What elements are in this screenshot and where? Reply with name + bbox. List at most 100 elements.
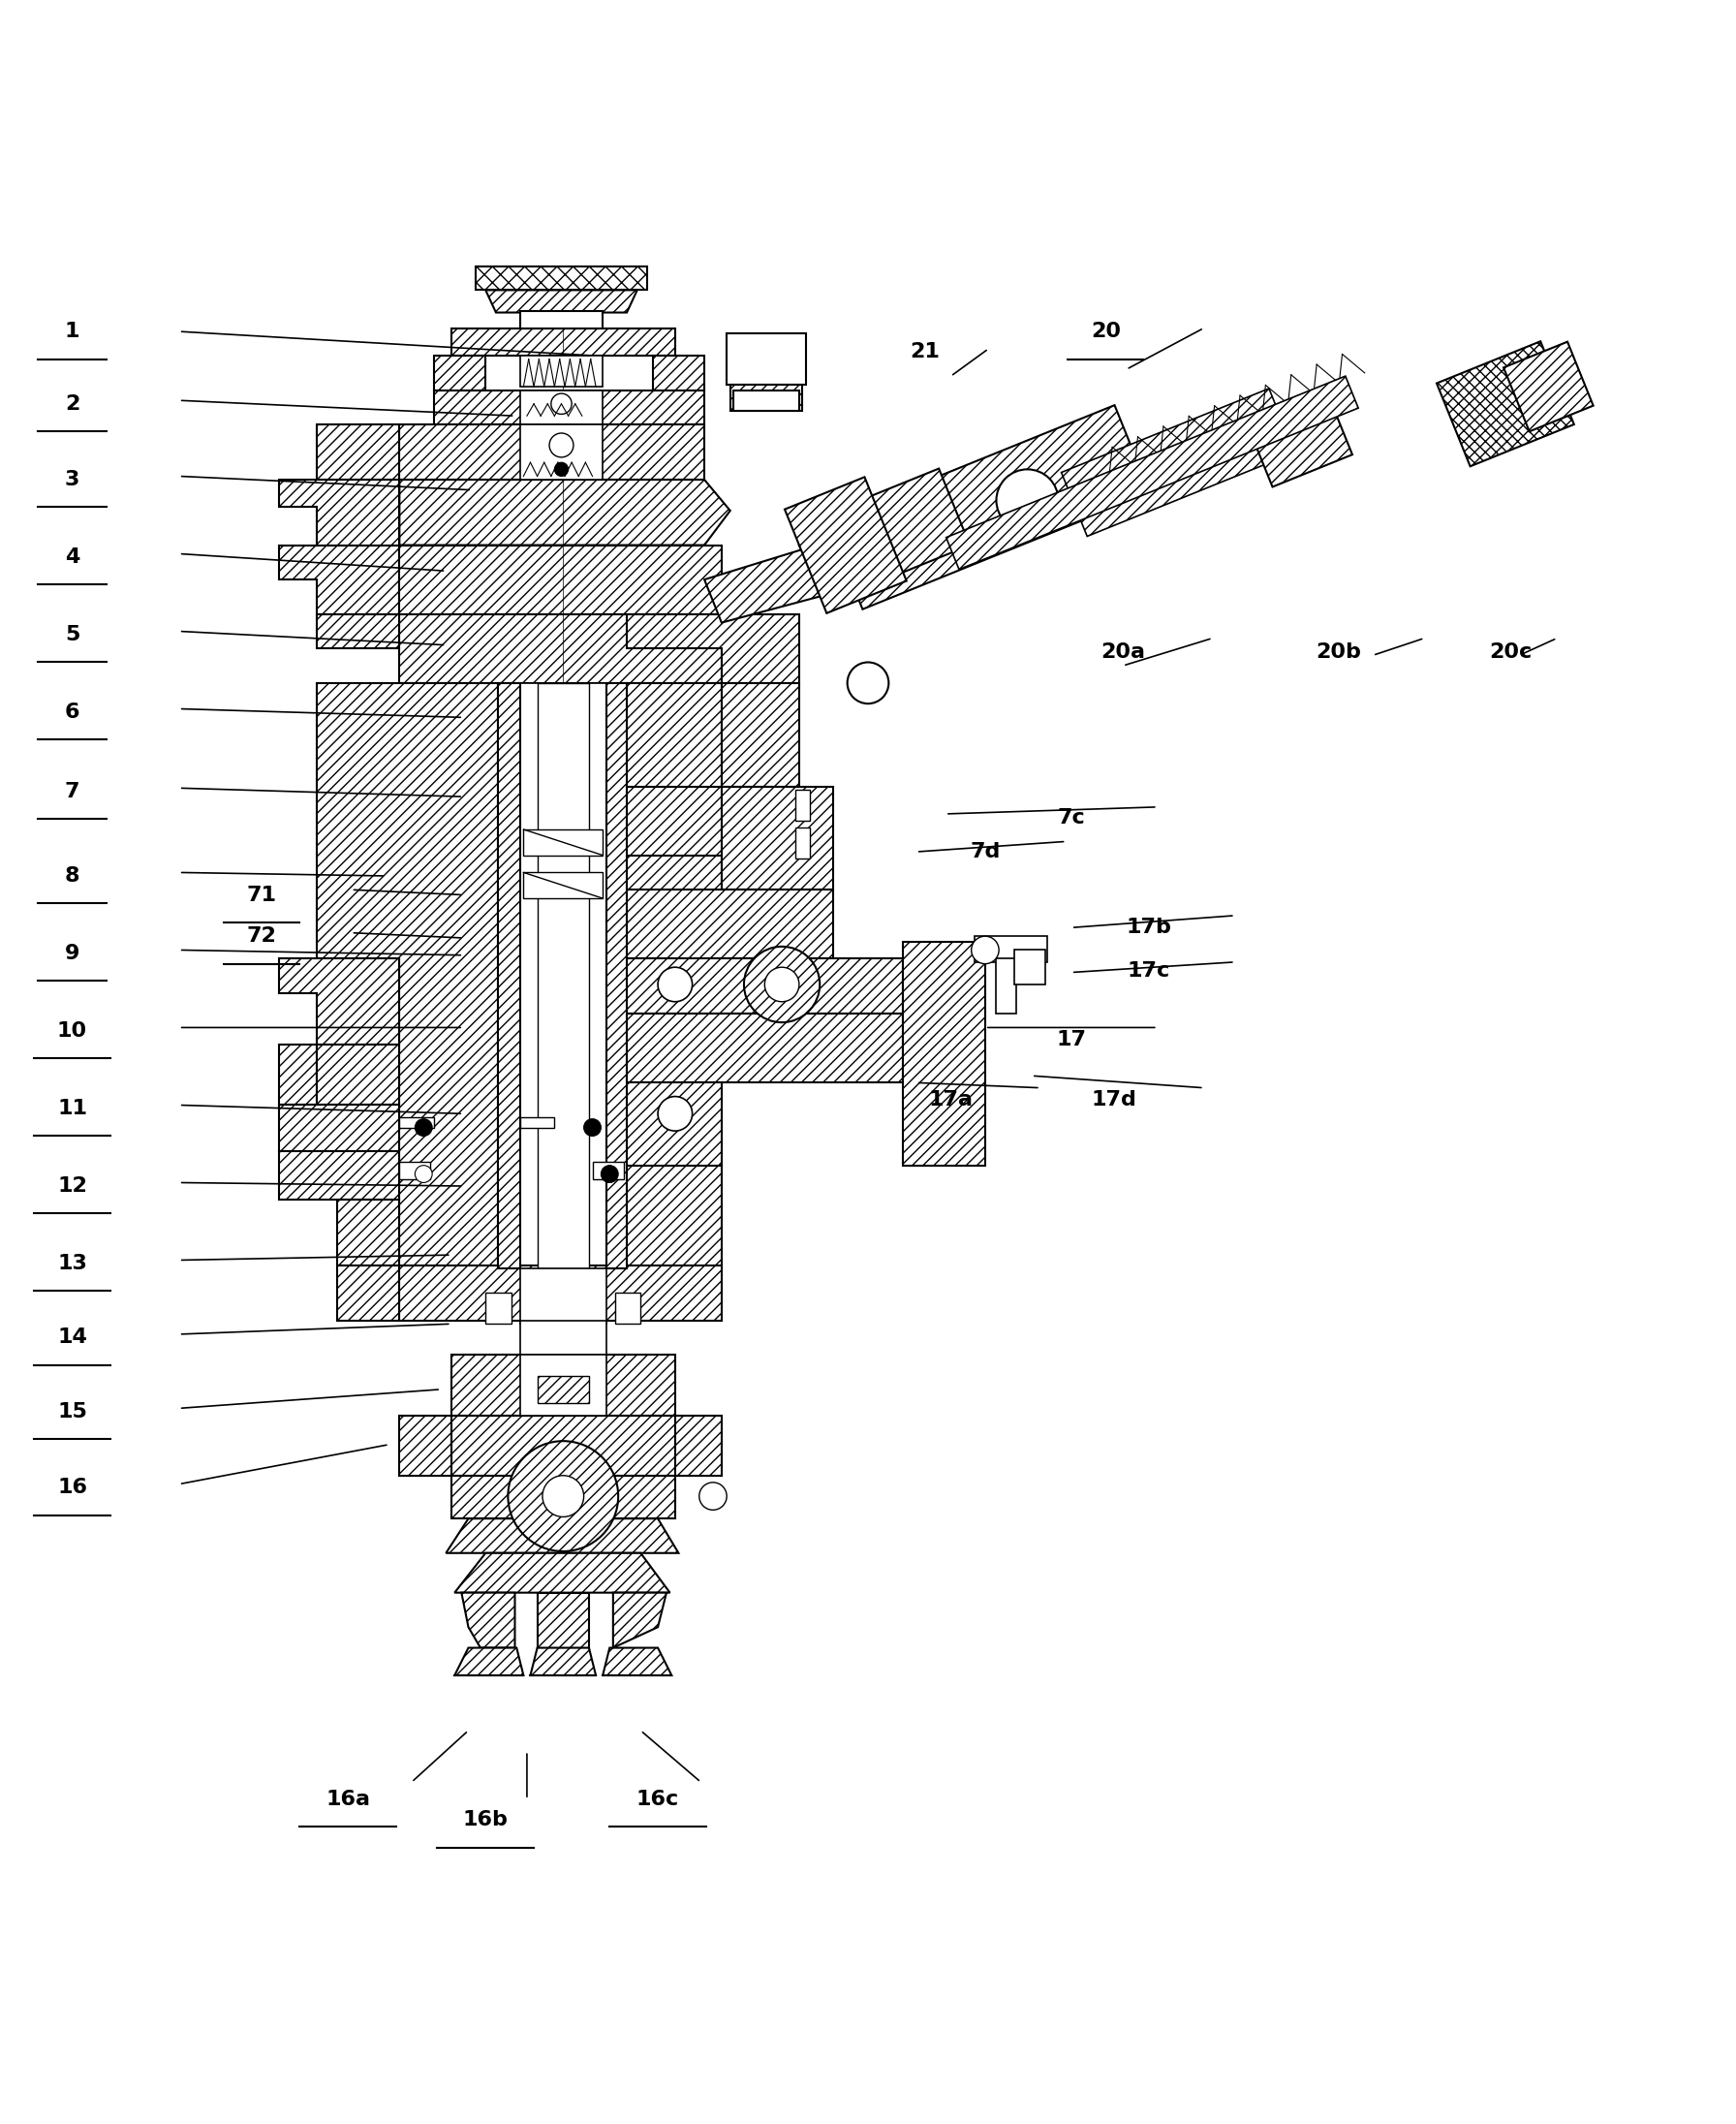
Circle shape	[658, 1096, 693, 1130]
Polygon shape	[627, 684, 722, 1268]
Text: 15: 15	[57, 1402, 87, 1421]
Bar	[524, 828, 602, 856]
Bar	[795, 790, 809, 820]
Polygon shape	[722, 786, 833, 890]
Polygon shape	[279, 1045, 316, 1104]
Polygon shape	[399, 1266, 722, 1321]
Polygon shape	[613, 1593, 667, 1648]
Text: 17a: 17a	[929, 1090, 972, 1109]
Text: 7: 7	[64, 782, 80, 801]
Text: 20c: 20c	[1489, 641, 1531, 663]
Circle shape	[415, 1166, 432, 1183]
Polygon shape	[486, 291, 637, 312]
Polygon shape	[531, 1648, 595, 1676]
Circle shape	[549, 433, 573, 457]
Bar	[592, 1162, 623, 1179]
Polygon shape	[627, 786, 722, 856]
Polygon shape	[826, 406, 1149, 610]
Text: 21: 21	[910, 342, 939, 361]
Polygon shape	[455, 1648, 524, 1676]
Bar	[615, 1294, 641, 1323]
Polygon shape	[434, 391, 705, 425]
Text: 17b: 17b	[1127, 918, 1172, 937]
Polygon shape	[835, 469, 970, 586]
Text: 8: 8	[64, 867, 80, 886]
Polygon shape	[606, 684, 627, 1268]
Polygon shape	[316, 684, 498, 1268]
Polygon shape	[455, 1553, 670, 1593]
Polygon shape	[451, 327, 675, 355]
Bar	[521, 391, 602, 425]
Text: 17: 17	[1055, 1030, 1087, 1049]
Circle shape	[415, 1119, 432, 1136]
Circle shape	[972, 937, 998, 964]
Bar	[521, 355, 602, 387]
Text: 4: 4	[64, 548, 80, 567]
Polygon shape	[399, 480, 731, 546]
Bar	[524, 873, 602, 898]
Polygon shape	[653, 355, 705, 391]
Polygon shape	[536, 1593, 589, 1648]
Text: 12: 12	[57, 1177, 87, 1196]
Text: 7c: 7c	[1057, 807, 1085, 826]
Polygon shape	[675, 1415, 722, 1476]
Text: 3: 3	[64, 469, 80, 489]
Bar	[536, 684, 589, 1268]
Polygon shape	[279, 1151, 399, 1200]
Polygon shape	[627, 1083, 722, 1166]
Bar	[521, 1268, 606, 1323]
Bar	[1014, 949, 1045, 983]
Polygon shape	[799, 501, 911, 580]
Polygon shape	[627, 1013, 903, 1083]
Bar	[521, 1117, 554, 1128]
Polygon shape	[316, 1045, 399, 1104]
Polygon shape	[279, 1104, 399, 1151]
Text: 2: 2	[64, 395, 80, 414]
Polygon shape	[337, 1200, 399, 1266]
Polygon shape	[316, 425, 399, 480]
Polygon shape	[446, 1519, 679, 1553]
Polygon shape	[399, 425, 705, 480]
Polygon shape	[705, 546, 851, 622]
Polygon shape	[399, 546, 722, 614]
Circle shape	[601, 1166, 618, 1183]
Polygon shape	[1503, 342, 1594, 431]
Polygon shape	[451, 1355, 675, 1415]
Circle shape	[764, 966, 799, 1003]
Text: 16a: 16a	[326, 1791, 370, 1810]
Bar	[976, 937, 1047, 962]
Bar	[727, 333, 806, 384]
Polygon shape	[1061, 389, 1295, 537]
Polygon shape	[731, 384, 802, 410]
Circle shape	[550, 393, 571, 414]
Circle shape	[509, 1440, 618, 1551]
Polygon shape	[316, 614, 399, 648]
Text: 1: 1	[64, 321, 80, 342]
Bar	[399, 1162, 431, 1179]
Text: 16: 16	[57, 1478, 87, 1497]
Bar	[399, 1117, 434, 1128]
Text: 11: 11	[57, 1098, 87, 1117]
Circle shape	[583, 1119, 601, 1136]
Polygon shape	[337, 1266, 399, 1321]
Text: 17c: 17c	[1127, 960, 1170, 981]
Polygon shape	[785, 478, 906, 614]
Text: 7d: 7d	[970, 841, 1000, 862]
Text: 13: 13	[57, 1253, 87, 1272]
Polygon shape	[434, 355, 486, 391]
Text: 20: 20	[1090, 321, 1121, 342]
Bar	[521, 684, 606, 1268]
Polygon shape	[451, 1415, 675, 1476]
Polygon shape	[399, 1415, 451, 1476]
Polygon shape	[462, 1593, 516, 1648]
Circle shape	[658, 966, 693, 1003]
Text: 9: 9	[64, 943, 80, 962]
Polygon shape	[279, 480, 399, 546]
Circle shape	[745, 947, 819, 1022]
Text: 6: 6	[64, 703, 80, 722]
Polygon shape	[722, 684, 799, 786]
Text: 14: 14	[57, 1328, 87, 1347]
Circle shape	[700, 1483, 727, 1510]
Polygon shape	[399, 614, 722, 684]
Polygon shape	[627, 958, 903, 1013]
